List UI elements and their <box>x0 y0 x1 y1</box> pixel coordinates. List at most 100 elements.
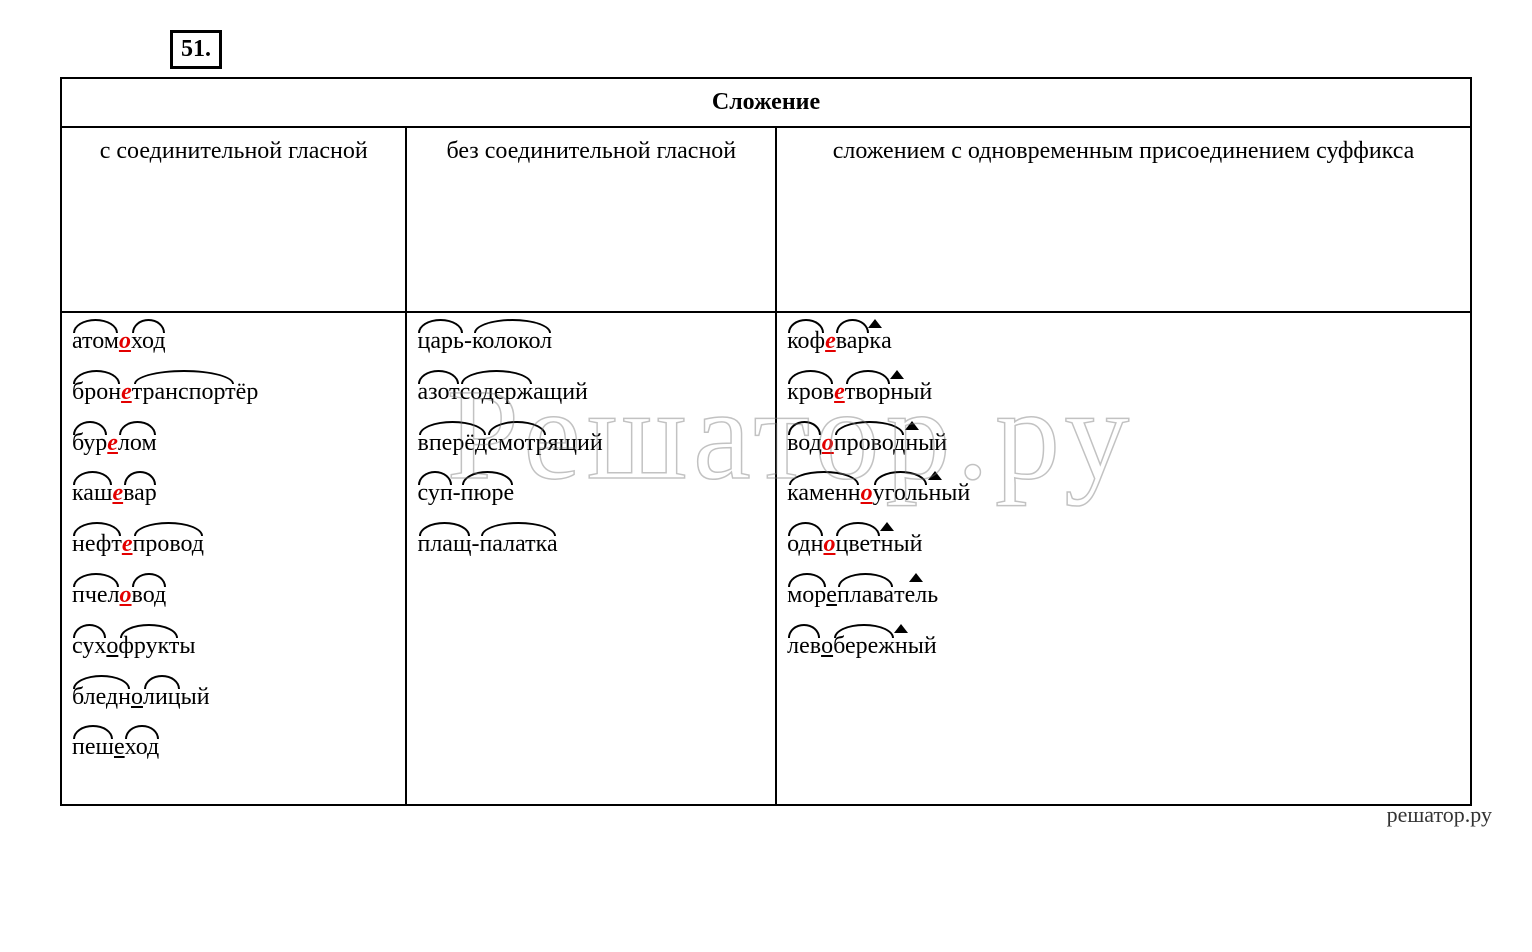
word-part: содерж <box>460 378 533 407</box>
word-part: - <box>471 531 479 557</box>
word-part: о <box>120 582 132 608</box>
word-part: ы <box>179 633 195 659</box>
word-item: сухофрукты <box>72 632 395 661</box>
word-part: е <box>112 480 123 506</box>
word-part: плащ <box>417 530 471 559</box>
word-item: азотсодержащий <box>417 378 765 407</box>
word-item: бурелом <box>72 429 395 458</box>
word-part: о <box>822 430 834 456</box>
word-part: вод <box>787 429 822 458</box>
word-part: пчел <box>72 581 120 610</box>
word-item: бронетранспортёр <box>72 378 395 407</box>
word-part: н <box>905 429 918 458</box>
word-part: провод <box>132 530 204 559</box>
word-item: суп-пюре <box>417 479 765 508</box>
col-1-cell: атомоходбронетранспортёрбуреломкашеварне… <box>61 312 406 805</box>
word-part: коф <box>787 327 825 356</box>
word-part: н <box>928 479 941 508</box>
word-item: кашевар <box>72 479 395 508</box>
word-part: нефт <box>72 530 122 559</box>
word-part: ход <box>131 327 166 356</box>
word-part: ый <box>941 480 970 506</box>
word-part: ход <box>125 733 160 762</box>
col-3-cell: кофеваркакроветворныйводопроводныйкаменн… <box>776 312 1471 805</box>
word-part: ый <box>918 430 947 456</box>
word-part: суп <box>417 479 452 508</box>
word-part: уголь <box>873 479 929 508</box>
word-part: е <box>834 379 845 405</box>
word-part: азот <box>417 378 459 407</box>
col-header-2: без соединительной гласной <box>406 127 776 312</box>
word-part: вар <box>836 327 870 356</box>
word-part: пеш <box>72 733 114 762</box>
word-part: фрукт <box>118 632 179 661</box>
word-part: вперёд <box>417 429 487 458</box>
word-part: ящий <box>548 430 603 456</box>
word-part: транспорт <box>132 378 236 407</box>
word-part: лев <box>787 632 821 661</box>
composition-table: Сложение с соединительной гласной без со… <box>60 77 1472 806</box>
word-part: к <box>869 327 881 356</box>
word-part: лиц <box>143 683 181 712</box>
word-part: бур <box>72 429 107 458</box>
word-part: мор <box>787 581 826 610</box>
word-part: колокол <box>472 327 552 356</box>
col-header-1: с соединительной гласной <box>61 127 406 312</box>
word-part: ый <box>181 684 210 710</box>
word-part: кров <box>787 378 834 407</box>
word-part: о <box>106 633 118 659</box>
word-part: вод <box>132 581 167 610</box>
word-part: смотр <box>487 429 547 458</box>
word-part: о <box>119 328 131 354</box>
word-part: о <box>823 531 835 557</box>
table-title: Сложение <box>61 78 1471 127</box>
word-part: палатка <box>479 530 557 559</box>
word-item: водопроводный <box>787 429 1460 458</box>
word-part: е <box>825 328 836 354</box>
word-part: плава <box>837 581 894 610</box>
word-part: ый <box>894 531 923 557</box>
word-part: атом <box>72 327 119 356</box>
word-item: кофеварка <box>787 327 1460 356</box>
word-part: вар <box>123 479 157 508</box>
word-item: мореплаватель <box>787 581 1460 610</box>
word-part: е <box>826 582 837 608</box>
word-part: н <box>890 378 903 407</box>
word-item: пчеловод <box>72 581 395 610</box>
word-part: провод <box>834 429 906 458</box>
word-part: ый <box>908 633 937 659</box>
col-2-cell: царь-колоколазотсодержащийвперёдсмотрящи… <box>406 312 776 805</box>
word-part: н <box>881 530 894 559</box>
word-part: ый <box>903 379 932 405</box>
word-part: - <box>453 480 461 506</box>
word-part: о <box>821 633 833 659</box>
word-part: а <box>881 328 892 354</box>
watermark-small: решатор.ру <box>1387 802 1492 828</box>
word-item: левобережный <box>787 632 1460 661</box>
word-part: - <box>464 328 472 354</box>
word-part: о <box>131 684 143 710</box>
word-part: царь <box>417 327 463 356</box>
word-part: е <box>107 430 118 456</box>
word-part: е <box>121 379 132 405</box>
word-part: о <box>861 480 873 506</box>
word-item: одноцветный <box>787 530 1460 559</box>
word-part: цвет <box>835 530 880 559</box>
word-part: н <box>895 632 908 661</box>
word-part: береж <box>833 632 895 661</box>
word-item: кроветворный <box>787 378 1460 407</box>
word-part: тель <box>894 581 938 610</box>
word-part: бледн <box>72 683 131 712</box>
word-part: лом <box>118 429 157 458</box>
word-part: одн <box>787 530 823 559</box>
word-item: царь-колокол <box>417 327 765 356</box>
word-item: пешеход <box>72 733 395 762</box>
word-part: ащий <box>533 379 588 405</box>
word-item: бледнолицый <box>72 683 395 712</box>
word-part: е <box>122 531 133 557</box>
word-part: пюре <box>461 479 514 508</box>
col-header-3: сложением с одновременным присоединением… <box>776 127 1471 312</box>
word-part: брон <box>72 378 121 407</box>
word-part: е <box>114 734 125 760</box>
exercise-number: 51. <box>170 30 222 69</box>
